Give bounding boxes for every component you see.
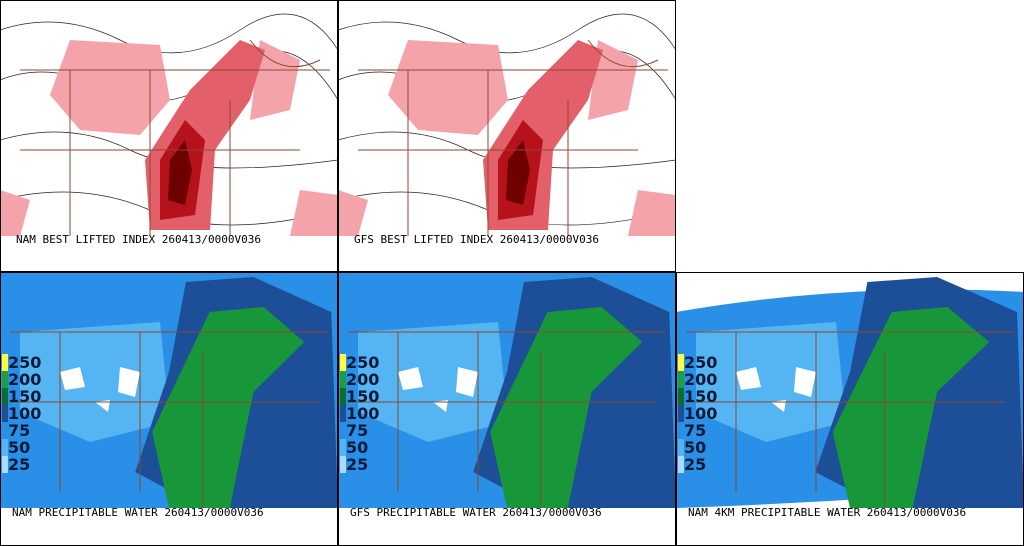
- colorbar-label: 150: [684, 387, 717, 406]
- dry-patches: [398, 367, 478, 412]
- colorbar-label: 50: [8, 438, 30, 457]
- colorbar-label: 50: [684, 438, 706, 457]
- extreme-instability: [506, 140, 530, 205]
- colorbar-swatch: [678, 456, 684, 473]
- colorbar-swatch: [340, 388, 346, 405]
- borders: [348, 331, 666, 508]
- colorbar-swatch: [2, 371, 8, 388]
- dry-region: [696, 322, 846, 442]
- colorbar-label: 100: [684, 404, 717, 423]
- high-moisture: [490, 307, 643, 508]
- colorbar-swatch: [340, 422, 346, 439]
- colorbar-label: 200: [346, 370, 379, 389]
- colorbar-label: 200: [684, 370, 717, 389]
- colorbar-label: 75: [684, 421, 706, 440]
- colorbar-label: 100: [346, 404, 379, 423]
- colorbar-label: 25: [684, 455, 706, 474]
- colorbar-swatch: [2, 388, 8, 405]
- panel: NAM BEST LIFTED INDEX 260413/0000V036: [0, 0, 339, 272]
- colorbar-swatch: [2, 354, 8, 371]
- light-instability: [338, 40, 676, 236]
- extreme-instability: [168, 140, 192, 205]
- contours: [337, 13, 677, 226]
- colorbar-swatch: [678, 405, 684, 422]
- panel: NAM 4KM PRECIPITABLE WATER 260413/0000V0…: [676, 272, 1024, 546]
- panel-label: NAM BEST LIFTED INDEX 260413/0000V036: [16, 233, 261, 246]
- high-moisture: [832, 307, 990, 508]
- colorbar-swatch: [678, 439, 684, 456]
- colorbar-swatch: [2, 456, 8, 473]
- borders: [358, 39, 668, 236]
- colorbar-label: 150: [346, 387, 379, 406]
- colorbar-swatch: [340, 405, 346, 422]
- colorbar-label: 75: [8, 421, 30, 440]
- colorbar-swatch: [340, 354, 346, 371]
- panel-label: NAM PRECIPITABLE WATER 260413/0000V036: [12, 506, 264, 519]
- panel-label: NAM 4KM PRECIPITABLE WATER 260413/0000V0…: [688, 506, 966, 519]
- borders: [20, 39, 330, 236]
- panel-label: GFS BEST LIFTED INDEX 260413/0000V036: [354, 233, 599, 246]
- dry-patches: [60, 367, 140, 412]
- colorbar-swatch: [678, 388, 684, 405]
- panel-frame: [0, 0, 338, 272]
- colorbar-swatch: [340, 456, 346, 473]
- colorbar-swatch: [2, 422, 8, 439]
- colorbar-swatch: [678, 354, 684, 371]
- panel: GFS BEST LIFTED INDEX 260413/0000V036: [337, 0, 677, 272]
- colorbar-label: 250: [346, 353, 379, 372]
- panel: NAM PRECIPITABLE WATER 260413/0000V036 25…: [0, 272, 338, 546]
- dry-patches: [736, 367, 816, 412]
- borders: [10, 331, 328, 508]
- borders: [686, 331, 1014, 508]
- dry-region: [20, 322, 170, 442]
- colorbar-swatch: [678, 371, 684, 388]
- colorbar-label: 100: [8, 404, 41, 423]
- colorbar-label: 250: [8, 353, 41, 372]
- colorbar-label: 50: [346, 438, 368, 457]
- colorbar-label: 75: [346, 421, 368, 440]
- colorbar-swatch: [340, 371, 346, 388]
- colorbar-swatch: [340, 439, 346, 456]
- contours: [0, 13, 339, 226]
- colorbar-label: 200: [8, 370, 41, 389]
- colorbar-swatch: [2, 405, 8, 422]
- colorbar-swatch: [2, 439, 8, 456]
- dry-region: [358, 322, 508, 442]
- colorbar-label: 25: [346, 455, 368, 474]
- light-instability: [0, 40, 338, 236]
- colorbar-swatch: [678, 422, 684, 439]
- colorbar-label: 250: [684, 353, 717, 372]
- colorbar-label: 150: [8, 387, 41, 406]
- panel: GFS PRECIPITABLE WATER 260413/0000V036 25…: [338, 272, 676, 546]
- panel-frame: [338, 0, 676, 272]
- panel-label: GFS PRECIPITABLE WATER 260413/0000V036: [350, 506, 602, 519]
- colorbar-label: 25: [8, 455, 30, 474]
- high-moisture: [152, 307, 305, 508]
